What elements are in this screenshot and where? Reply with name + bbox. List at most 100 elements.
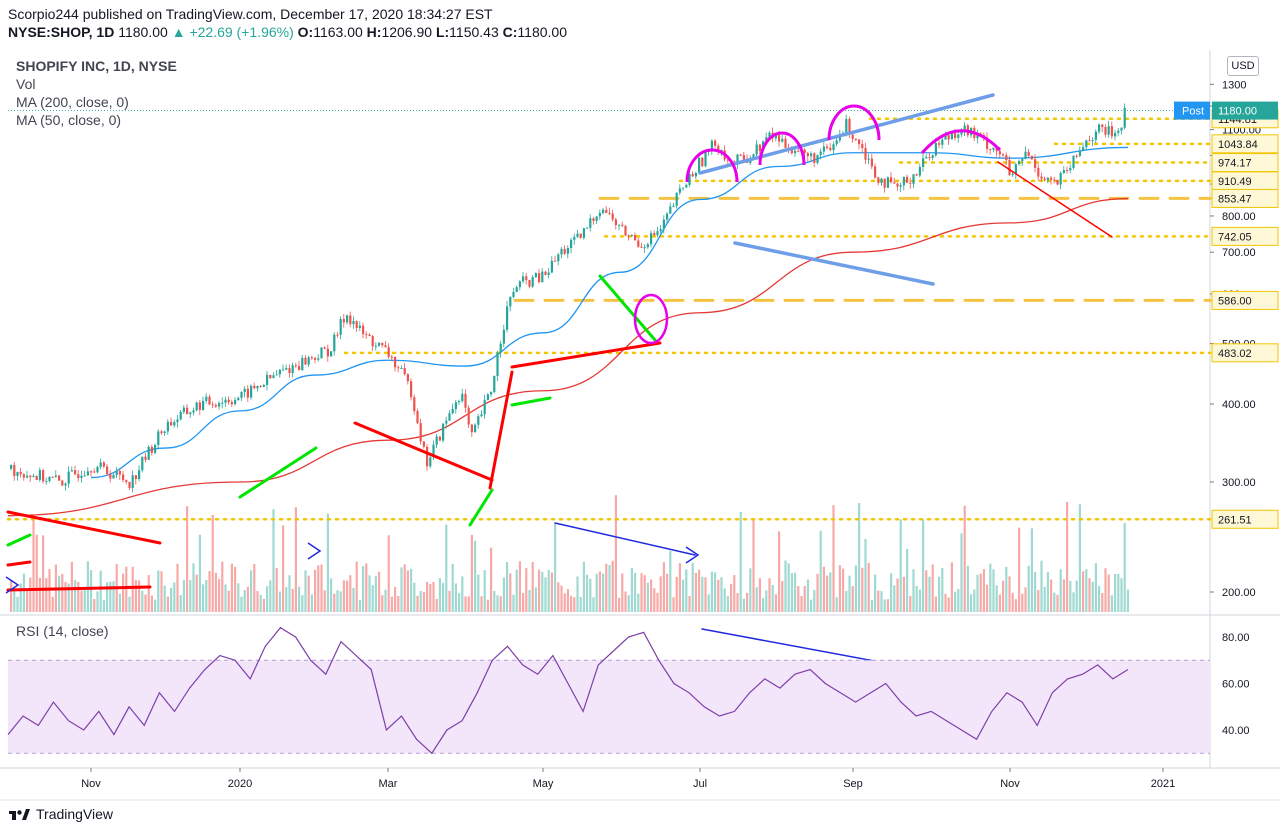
candle-body	[637, 240, 640, 247]
candle-body	[314, 357, 317, 360]
volume-bar	[826, 575, 829, 612]
volume-bar	[1005, 566, 1008, 612]
volume-bar	[979, 573, 982, 612]
volume-bar	[16, 596, 19, 612]
volume-bar	[842, 568, 845, 612]
candle-body	[1123, 107, 1126, 128]
candle-body	[243, 388, 246, 392]
volume-bar	[544, 577, 547, 612]
candle-body	[662, 219, 665, 230]
candle-body	[1094, 131, 1097, 140]
volume-bar	[534, 587, 537, 612]
volume-bar	[403, 564, 406, 612]
volume-bar	[1027, 565, 1030, 612]
volume-bar	[531, 562, 534, 612]
volume-bar	[739, 511, 742, 612]
volume-bar	[915, 585, 918, 612]
volume-bar	[211, 514, 214, 612]
volume-bar	[989, 563, 992, 612]
trendline-green	[510, 396, 552, 407]
candle-body	[816, 155, 819, 163]
candle-body	[742, 155, 745, 160]
volume-bar	[861, 567, 864, 612]
volume-bar	[32, 519, 35, 612]
volume-bar	[285, 587, 288, 612]
volume-bar	[394, 586, 397, 612]
candle-body	[1101, 124, 1104, 128]
candle-body	[486, 394, 489, 400]
publish-info: Scorpio244 published on TradingView.com,…	[8, 6, 493, 22]
candle-body	[144, 456, 147, 460]
candle-body	[867, 158, 870, 160]
candle-body	[806, 153, 809, 157]
candle-body	[336, 334, 339, 336]
volume-bar	[819, 530, 822, 612]
price-tick-label: 300.00	[1222, 477, 1256, 489]
volume-bar	[1110, 595, 1113, 612]
volume-bar	[710, 571, 713, 612]
trendline-green	[468, 488, 494, 527]
volume-bar	[259, 594, 262, 612]
volume-bar	[320, 564, 323, 612]
volume-bar	[90, 570, 93, 612]
candle-body	[51, 476, 54, 478]
volume-bar	[845, 590, 848, 612]
volume-bar	[438, 578, 441, 612]
volume-bar	[1062, 579, 1065, 612]
candle-body	[317, 358, 320, 360]
volume-bar	[554, 523, 557, 612]
volume-bar	[1114, 573, 1117, 612]
volume-bar	[384, 589, 387, 612]
volume-bar	[938, 576, 941, 612]
candle-body	[429, 457, 432, 467]
volume-bar	[797, 586, 800, 612]
volume-bar	[477, 574, 480, 612]
candle-body	[493, 375, 496, 393]
candle-body	[944, 135, 947, 140]
volume-bar	[877, 590, 880, 612]
volume-bar	[205, 579, 208, 612]
candle-body	[515, 287, 518, 292]
volume-bar	[230, 563, 233, 612]
candle-body	[886, 177, 889, 188]
candle-body	[109, 473, 112, 479]
candle-body	[1046, 177, 1049, 181]
candle-body	[198, 402, 201, 410]
pattern-arc	[685, 148, 739, 183]
volume-bar	[1066, 501, 1069, 612]
volume-bar	[195, 574, 198, 612]
candle-body	[557, 254, 560, 262]
volume-bar	[51, 596, 54, 612]
currency-button[interactable]: USD	[1227, 56, 1259, 76]
candle-body	[304, 357, 307, 365]
volume-bar	[368, 575, 371, 612]
candle-body	[925, 157, 928, 159]
support-level-tag	[1211, 134, 1279, 154]
volume-bar	[397, 595, 400, 612]
candle-body	[470, 424, 473, 433]
volume-bar	[954, 591, 957, 612]
candle-body	[848, 118, 851, 135]
pattern-arc	[758, 131, 806, 166]
volume-bar	[1120, 578, 1123, 612]
candle-body	[1110, 126, 1113, 137]
volume-bar	[80, 590, 83, 612]
volume-bar	[566, 588, 569, 612]
volume-bar	[134, 580, 137, 612]
volume-bar	[982, 569, 985, 612]
candle-body	[96, 466, 99, 473]
volume-bar	[698, 569, 701, 612]
volume-bar	[422, 591, 425, 612]
ma200-line	[7, 197, 1129, 517]
volume-bar	[464, 596, 467, 612]
candle-body	[819, 151, 822, 156]
volume-bar	[1059, 569, 1062, 612]
volume-bar	[1018, 527, 1021, 612]
volume-bar	[1126, 589, 1129, 612]
volume-bar	[1117, 573, 1120, 612]
volume-bar	[611, 560, 614, 612]
arrow-head	[685, 546, 700, 564]
candle-body	[880, 178, 883, 183]
volume-bar	[339, 591, 342, 612]
